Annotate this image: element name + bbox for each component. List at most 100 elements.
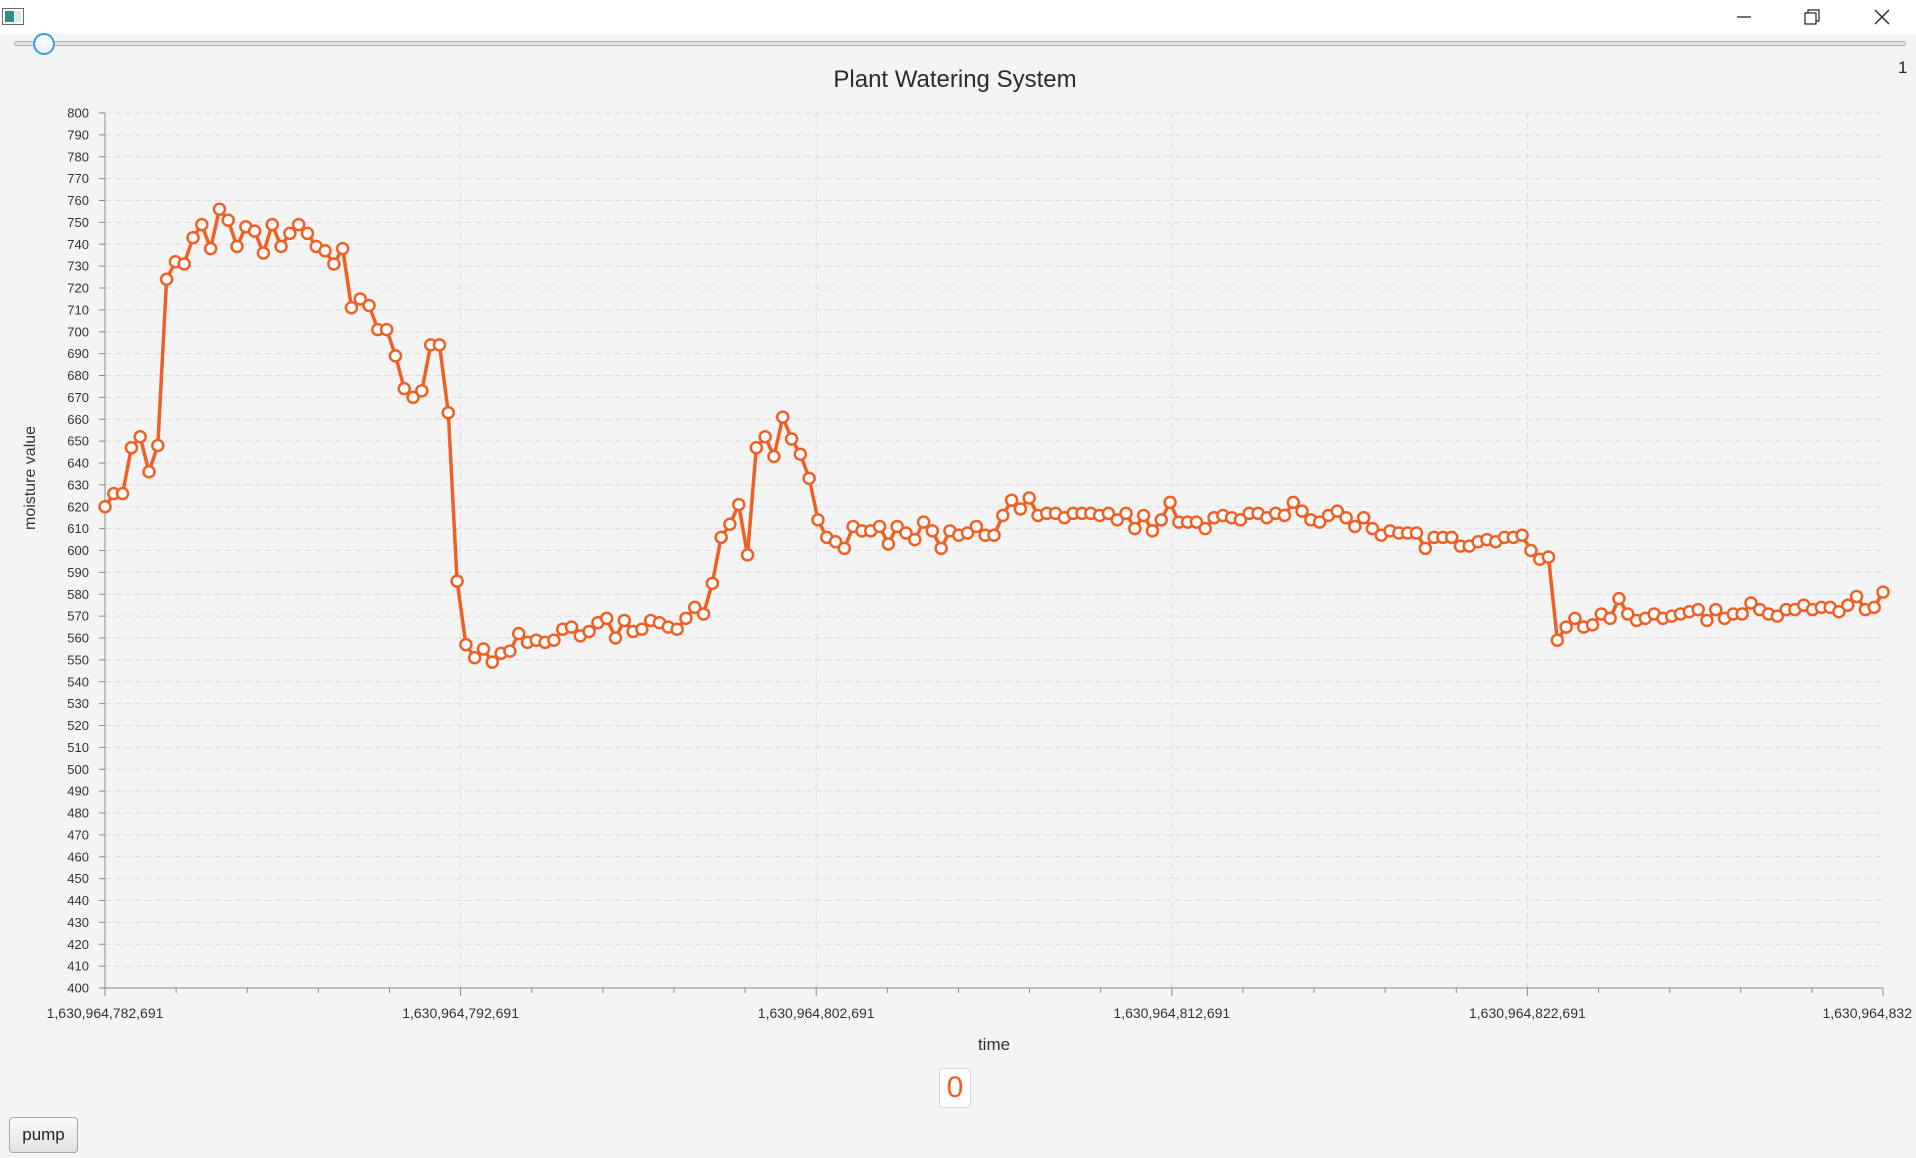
data-point: [635, 622, 649, 636]
data-point: [133, 430, 147, 444]
data-point: [872, 519, 887, 534]
y-tick-label: 480: [67, 806, 89, 821]
y-tick-label: 730: [67, 259, 89, 274]
pump-button[interactable]: pump: [9, 1117, 78, 1153]
data-point: [881, 537, 896, 551]
speed-slider[interactable]: [14, 33, 1906, 55]
data-point: [705, 576, 720, 591]
data-point: [1101, 506, 1116, 521]
data-point: [1013, 502, 1028, 516]
data-point: [1119, 506, 1133, 521]
close-button[interactable]: [1848, 0, 1916, 34]
data-point: [221, 213, 235, 227]
y-tick-label: 520: [67, 718, 89, 733]
data-point: [503, 644, 517, 658]
data-point: [828, 535, 843, 549]
data-point: [1541, 550, 1556, 564]
y-tick-label: 620: [67, 499, 89, 514]
y-tick-label: 400: [67, 981, 89, 996]
y-tick-label: 650: [67, 434, 89, 449]
data-point: [1198, 521, 1212, 536]
y-tick-label: 720: [67, 281, 89, 296]
data-point: [1770, 609, 1785, 623]
data-point: [397, 381, 412, 396]
data-point: [925, 524, 940, 538]
data-point: [1559, 620, 1573, 634]
x-tick-label: 1,630,964,822,691: [1469, 1005, 1586, 1021]
data-point: [758, 430, 772, 444]
y-tick-label: 580: [67, 587, 89, 602]
data-point: [696, 607, 711, 621]
data-point: [1550, 633, 1565, 647]
data-point: [1277, 508, 1292, 523]
data-point: [115, 486, 130, 501]
data-point: [1568, 611, 1582, 626]
data-point: [1841, 598, 1855, 612]
data-point: [784, 432, 799, 446]
data-point: [247, 224, 262, 238]
x-tick-label: 1,630,964,812,691: [1113, 1005, 1230, 1021]
data-point: [714, 530, 728, 545]
data-point: [1867, 600, 1881, 615]
data-point: [300, 226, 315, 241]
data-point: [1145, 524, 1160, 538]
data-point: [318, 244, 332, 258]
data-point: [511, 626, 526, 641]
data-point: [1022, 491, 1036, 505]
data-point: [274, 239, 288, 254]
x-tick-label: 1,630,964,802,691: [758, 1005, 875, 1021]
slider-thumb[interactable]: [33, 33, 55, 55]
data-point: [1136, 508, 1151, 523]
y-tick-label: 430: [67, 915, 89, 930]
data-point: [767, 449, 781, 464]
y-tick-label: 790: [67, 127, 89, 142]
y-tick-label: 770: [67, 171, 89, 186]
data-point: [230, 239, 244, 254]
data-point: [186, 230, 200, 245]
moisture-chart: 400 410 420 430 440 450 460 470 480 490 500 510 520 5…: [47, 106, 1913, 1022]
data-point: [459, 637, 473, 652]
y-tick-label: 690: [67, 346, 89, 361]
data-point: [195, 217, 209, 232]
y-tick-label: 420: [67, 937, 89, 952]
chart-title: Plant Watering System: [833, 66, 1077, 93]
y-tick-label: 530: [67, 696, 89, 711]
data-point: [212, 202, 227, 216]
data-point: [283, 226, 297, 241]
restore-icon: [1804, 9, 1820, 25]
data-point: [476, 642, 491, 656]
data-point: [1744, 596, 1758, 610]
data-point: [899, 526, 913, 540]
data-point: [1700, 613, 1714, 628]
minimize-button[interactable]: [1710, 0, 1778, 34]
data-point: [996, 508, 1010, 523]
x-tick-label: 1,630,964,792,691: [402, 1005, 519, 1021]
y-tick-label: 490: [67, 784, 89, 799]
data-point: [406, 390, 420, 405]
x-tick-label: 1,630,964,832: [1822, 1005, 1912, 1021]
pump-count-badge: 0: [939, 1068, 971, 1108]
data-point: [802, 471, 816, 486]
y-tick-label: 610: [67, 521, 89, 536]
data-point: [151, 438, 165, 453]
data-point: [1295, 504, 1309, 518]
data-point: [432, 338, 447, 352]
data-point: [811, 513, 825, 527]
data-point: [1409, 526, 1424, 540]
slider-value-label: 1: [1898, 58, 1908, 77]
data-point: [969, 519, 984, 534]
slider-track[interactable]: [14, 41, 1906, 46]
y-tick-label: 800: [67, 106, 89, 121]
close-icon: [1874, 9, 1890, 25]
minimize-icon: [1737, 10, 1751, 24]
restore-button[interactable]: [1778, 0, 1846, 34]
y-tick-label: 560: [67, 631, 89, 646]
data-point: [740, 548, 755, 562]
data-point: [1189, 515, 1204, 529]
data-point: [344, 300, 359, 315]
x-tick-label: 1,630,964,782,691: [47, 1005, 164, 1021]
data-point: [1876, 585, 1890, 599]
data-point: [485, 655, 500, 669]
data-point: [608, 631, 623, 645]
